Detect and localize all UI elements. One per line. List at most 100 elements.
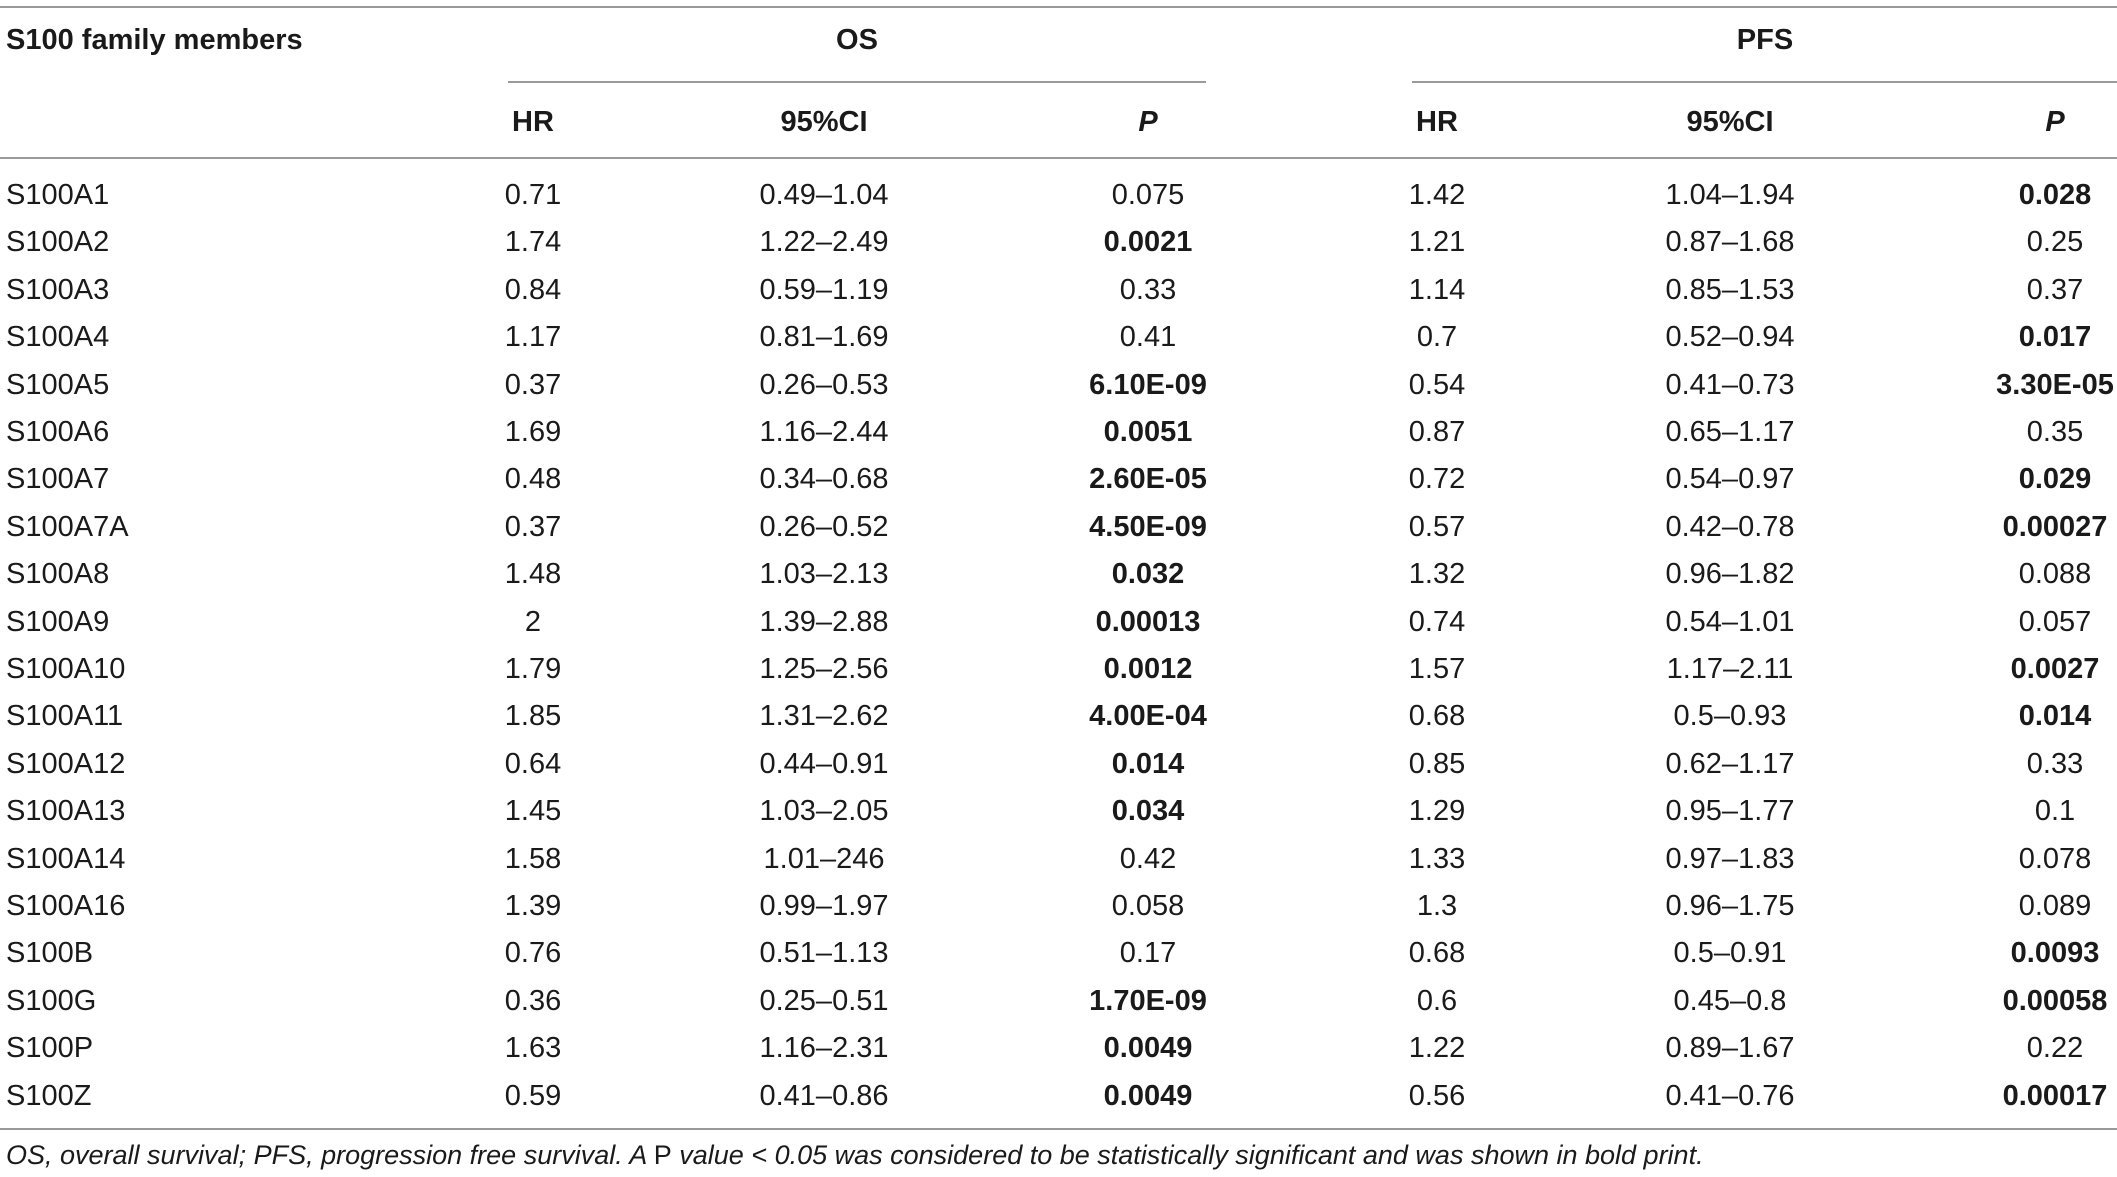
- pfs-ci-cell: 1.17–2.11: [1666, 653, 1794, 685]
- member-name-cell: S100A11: [6, 700, 124, 732]
- pfs-p-cell: 0.1: [2034, 795, 2076, 827]
- os-p-cell: 0.42: [1119, 843, 1177, 875]
- os-p-cell: 0.00013: [1095, 606, 1201, 638]
- os-hr-cell: 0.36: [504, 985, 562, 1017]
- table-footnote: OS, overall survival; PFS, progression f…: [6, 1138, 1704, 1172]
- member-name-cell: S100A1: [6, 179, 110, 211]
- os-hr-cell: 1.58: [504, 843, 562, 875]
- pfs-hr-cell: 1.42: [1408, 179, 1466, 211]
- pfs-p-cell: 0.0093: [2010, 937, 2100, 969]
- group-header-os: OS: [836, 24, 878, 56]
- os-hr-cell: 0.76: [504, 937, 562, 969]
- pfs-p-cell: 0.078: [2018, 843, 2092, 875]
- os-hr-cell: 1.45: [504, 795, 562, 827]
- table-top-rule: [0, 6, 2117, 8]
- os-hr-cell: 1.17: [504, 321, 562, 353]
- os-ci-cell: 1.39–2.88: [759, 606, 889, 638]
- pfs-ci-cell: 0.89–1.67: [1665, 1032, 1795, 1064]
- os-ci-cell: 1.16–2.31: [759, 1032, 889, 1064]
- member-name-cell: S100A9: [6, 606, 110, 638]
- pfs-p-cell: 0.089: [2018, 890, 2092, 922]
- os-hr-cell: 0.37: [504, 511, 562, 543]
- pfs-p-cell: 0.37: [2026, 274, 2084, 306]
- pfs-ci-cell: 0.85–1.53: [1665, 274, 1795, 306]
- pfs-hr-cell: 1.32: [1408, 558, 1466, 590]
- pfs-hr-cell: 0.68: [1408, 937, 1466, 969]
- pfs-hr-cell: 0.85: [1408, 748, 1466, 780]
- os-hr-cell: 1.63: [504, 1032, 562, 1064]
- pfs-p-cell: 0.014: [2018, 700, 2092, 732]
- os-hr-cell: 0.64: [504, 748, 562, 780]
- pfs-p-cell: 0.25: [2026, 226, 2084, 258]
- os-ci-cell: 1.31–2.62: [759, 700, 889, 732]
- pfs-hr-cell: 0.74: [1408, 606, 1466, 638]
- os-p-cell: 0.33: [1119, 274, 1177, 306]
- pfs-hr-cell: 1.21: [1408, 226, 1466, 258]
- os-hr-cell: 0.59: [504, 1080, 562, 1112]
- member-name-cell: S100P: [6, 1032, 94, 1064]
- pfs-hr-cell: 0.56: [1408, 1080, 1466, 1112]
- member-name-cell: S100A13: [6, 795, 126, 827]
- footnote-text-1: OS, overall survival; PFS, progression f…: [6, 1140, 654, 1170]
- pfs-hr-cell: 0.6: [1416, 985, 1458, 1017]
- os-ci-cell: 1.22–2.49: [759, 226, 889, 258]
- pfs-p-cell: 3.30E-05: [1996, 369, 2114, 401]
- os-ci-cell: 1.03–2.05: [759, 795, 889, 827]
- member-name-cell: S100G: [6, 985, 97, 1017]
- os-hr-header: HR: [512, 106, 554, 138]
- os-p-cell: 0.0021: [1103, 226, 1193, 258]
- os-ci-cell: 0.41–0.86: [759, 1080, 889, 1112]
- pfs-hr-cell: 0.7: [1416, 321, 1458, 353]
- os-hr-cell: 0.71: [504, 179, 562, 211]
- pfs-ci-cell: 0.62–1.17: [1665, 748, 1795, 780]
- member-name-cell: S100A3: [6, 274, 110, 306]
- os-hr-cell: 0.48: [504, 463, 562, 495]
- pfs-hr-cell: 1.22: [1408, 1032, 1466, 1064]
- footnote-p-symbol: P: [653, 1140, 672, 1170]
- os-hr-cell: 1.69: [504, 416, 562, 448]
- os-p-header: P: [1138, 106, 1158, 138]
- pfs-ci-cell: 0.41–0.73: [1665, 369, 1795, 401]
- pfs-hr-cell: 0.54: [1408, 369, 1466, 401]
- os-ci-cell: 0.51–1.13: [759, 937, 889, 969]
- pfs-ci-cell: 0.96–1.75: [1665, 890, 1795, 922]
- os-p-cell: 0.014: [1111, 748, 1185, 780]
- member-name-cell: S100A4: [6, 321, 110, 353]
- os-hr-cell: 0.84: [504, 274, 562, 306]
- member-name-cell: S100Z: [6, 1080, 92, 1112]
- pfs-group-rule: [1412, 81, 2117, 83]
- pfs-ci-cell: 0.5–0.93: [1673, 700, 1787, 732]
- pfs-p-cell: 0.057: [2018, 606, 2092, 638]
- pfs-ci-cell: 0.5–0.91: [1673, 937, 1787, 969]
- pfs-ci-cell: 0.96–1.82: [1665, 558, 1795, 590]
- table-bottom-rule: [0, 1128, 2117, 1130]
- pfs-p-cell: 0.0027: [2010, 653, 2100, 685]
- os-ci-cell: 0.25–0.51: [759, 985, 889, 1017]
- member-name-cell: S100A5: [6, 369, 110, 401]
- pfs-ci-cell: 0.45–0.8: [1673, 985, 1787, 1017]
- os-p-cell: 0.17: [1119, 937, 1177, 969]
- pfs-hr-cell: 1.29: [1408, 795, 1466, 827]
- os-group-rule: [508, 81, 1206, 83]
- os-hr-cell: 1.48: [504, 558, 562, 590]
- pfs-hr-cell: 0.87: [1408, 416, 1466, 448]
- os-hr-cell: 1.74: [504, 226, 562, 258]
- pfs-ci-cell: 1.04–1.94: [1665, 179, 1795, 211]
- os-p-cell: 4.00E-04: [1089, 700, 1207, 732]
- pfs-ci-cell: 0.65–1.17: [1665, 416, 1795, 448]
- os-ci-cell: 0.99–1.97: [759, 890, 889, 922]
- pfs-ci-cell: 0.54–0.97: [1665, 463, 1795, 495]
- os-ci-cell: 0.49–1.04: [759, 179, 889, 211]
- footnote-text-2: value < 0.05 was considered to be statis…: [671, 1140, 1704, 1170]
- os-hr-cell: 1.39: [504, 890, 562, 922]
- pfs-ci-cell: 0.87–1.68: [1665, 226, 1795, 258]
- pfs-p-header: P: [2045, 106, 2065, 138]
- pfs-ci-cell: 0.42–0.78: [1665, 511, 1795, 543]
- pfs-hr-cell: 1.57: [1408, 653, 1466, 685]
- pfs-ci-cell: 0.52–0.94: [1665, 321, 1795, 353]
- header-bottom-rule: [0, 157, 2117, 159]
- member-name-cell: S100A8: [6, 558, 110, 590]
- os-p-cell: 0.075: [1111, 179, 1185, 211]
- os-p-cell: 1.70E-09: [1089, 985, 1207, 1017]
- member-name-cell: S100A14: [6, 843, 126, 875]
